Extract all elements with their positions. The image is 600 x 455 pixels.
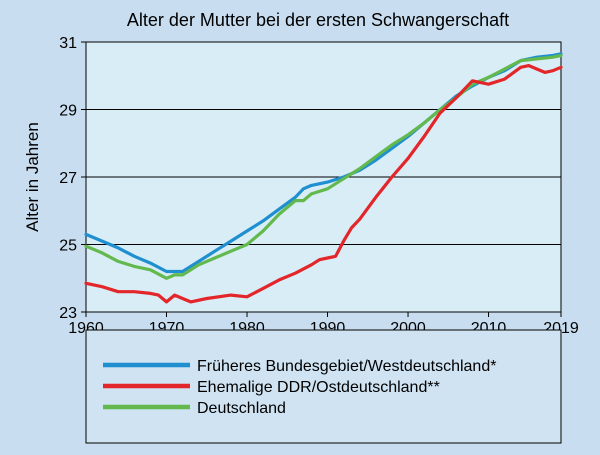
y-tick-label: 29: [59, 103, 77, 120]
legend-label: Deutschland: [197, 400, 286, 417]
y-tick-label: 27: [59, 170, 77, 187]
y-tick-label: 25: [59, 238, 77, 255]
series-layer: [84, 52, 563, 304]
chart-title: Alter der Mutter bei der ersten Schwange…: [127, 10, 509, 30]
legend-label: Früheres Bundesgebiet/Westdeutschland*: [197, 358, 496, 375]
legend-label: Ehemalige DDR/Ostdeutschland**: [197, 379, 440, 396]
series-line: [84, 63, 563, 304]
y-tick-label: 31: [59, 35, 77, 52]
grid-lines: [86, 109, 561, 245]
y-axis: 23 25 27 29 31: [59, 35, 86, 322]
y-tick-label: 23: [59, 305, 77, 322]
series-line: [84, 53, 563, 280]
legend: Früheres Bundesgebiet/Westdeutschland* Eh…: [103, 358, 496, 417]
y-axis-label: Alter in Jahren: [23, 122, 42, 232]
